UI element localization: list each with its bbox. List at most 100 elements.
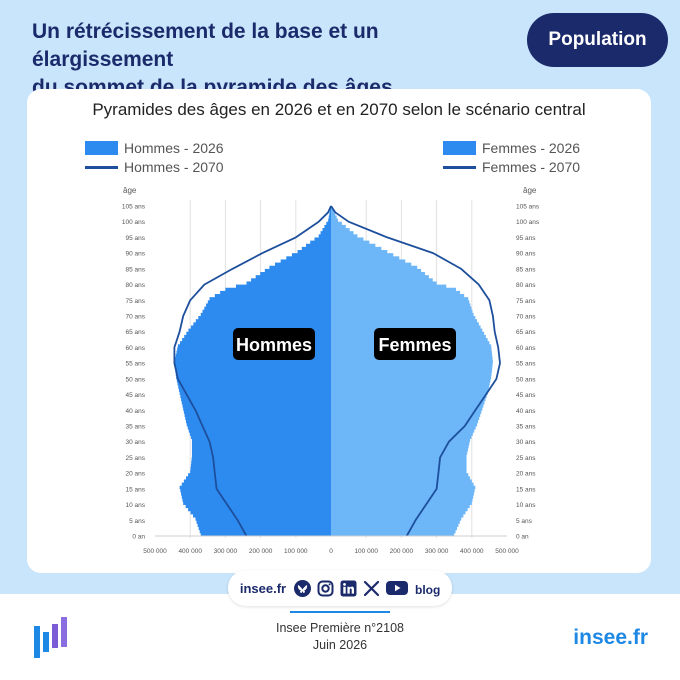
y-tick-label-right: 0 an: [516, 534, 529, 541]
x-tick-label: 100 000: [354, 548, 378, 555]
instagram-icon[interactable]: [317, 580, 334, 597]
bar-men-2026: [179, 485, 331, 490]
x-tick-label: 200 000: [249, 548, 273, 555]
bar-men-2026: [190, 463, 331, 468]
bar-men-2026: [181, 492, 331, 496]
bar-men-2026: [202, 309, 331, 314]
bar-men-2026: [198, 316, 331, 320]
y-tick-label-left: 15 ans: [125, 486, 145, 493]
x-icon[interactable]: [363, 580, 380, 597]
bar-women-2026: [331, 438, 471, 443]
bar-men-2026: [185, 476, 331, 480]
bar-women-2026: [331, 400, 485, 405]
bar-women-2026: [331, 407, 483, 411]
bar-men-2026: [195, 517, 331, 521]
bar-women-2026: [331, 479, 472, 483]
bar-men-2026: [320, 231, 331, 235]
bar-women-2026: [331, 529, 456, 534]
y-tick-label-right: 105 ans: [516, 204, 540, 211]
bar-men-2026: [182, 498, 331, 502]
bar-men-2026: [260, 272, 331, 276]
y-tick-label-right: 55 ans: [516, 361, 536, 368]
legend-men-2070: Hommes - 2070: [85, 158, 224, 176]
bar-men-2026: [214, 294, 331, 298]
bar-men-2026: [324, 224, 331, 229]
bar-women-2026: [331, 416, 480, 421]
y-tick-label-right: 10 ans: [516, 502, 536, 509]
bars-women-2026: [331, 206, 493, 537]
bar-men-2026: [190, 470, 331, 474]
bar-women-2026: [331, 372, 492, 377]
chart-title: Pyramides des âges en 2026 et en 2070 se…: [92, 100, 586, 119]
bar-men-2026: [181, 400, 331, 405]
bar-women-2026: [331, 363, 493, 367]
bar-women-2026: [331, 360, 493, 364]
bar-women-2026: [331, 435, 472, 439]
bar-women-2026: [331, 520, 460, 524]
bar-women-2026: [331, 498, 473, 502]
bar-women-2026: [331, 429, 475, 433]
bar-men-2026: [198, 526, 331, 531]
bar-women-2026: [331, 501, 472, 505]
label-box-men: [233, 328, 315, 360]
bar-men-2026: [314, 237, 331, 241]
legend-label-men-2070: Hommes - 2070: [124, 159, 224, 175]
bar-men-2026: [264, 268, 331, 273]
bar-men-2026: [196, 520, 331, 524]
line-women-2070: [330, 205, 501, 537]
bar-women-2026: [331, 385, 490, 389]
chart-card: Pyramides des âges en 2026 et en 2070 se…: [27, 89, 651, 573]
bar-men-2026: [190, 435, 331, 439]
legend-swatch-women-2026: [443, 141, 476, 155]
bar-men-2026: [235, 284, 331, 289]
bar-women-2026: [331, 413, 481, 417]
y-tick-label-right: 30 ans: [516, 439, 536, 446]
bar-women-2026: [331, 243, 376, 248]
bar-women-2026: [331, 375, 492, 380]
bar-men-2026: [176, 378, 331, 383]
topic-badge: Population: [527, 13, 668, 67]
bar-women-2026: [331, 476, 471, 480]
bar-women-2026: [331, 482, 474, 487]
bar-men-2026: [329, 209, 331, 213]
bar-men-2026: [220, 290, 331, 295]
bar-women-2026: [331, 397, 486, 402]
bar-men-2026: [175, 372, 331, 377]
bar-women-2026: [331, 300, 470, 304]
youtube-icon[interactable]: [386, 580, 409, 597]
bar-men-2026: [178, 388, 331, 392]
bar-women-2026: [331, 303, 471, 307]
bar-men-2026: [191, 457, 331, 461]
bar-women-2026: [331, 306, 472, 311]
x-tick-label: 400 000: [178, 548, 202, 555]
bar-men-2026: [185, 419, 331, 424]
bar-men-2026: [197, 523, 331, 527]
y-tick-label-right: 15 ans: [516, 486, 536, 493]
line-men-2070: [173, 205, 332, 537]
bar-men-2026: [199, 529, 331, 534]
blog-icon[interactable]: blog: [414, 580, 440, 597]
y-tick-label-left: 80 ans: [125, 282, 145, 289]
publication-date: Juin 2026: [312, 638, 368, 652]
bar-women-2026: [331, 209, 334, 213]
legend-men-2026: Hommes - 2026: [85, 139, 224, 157]
linkedin-icon[interactable]: [340, 580, 357, 597]
bar-women-2026: [331, 382, 490, 386]
label-box-women: [374, 328, 456, 360]
bluesky-icon[interactable]: [294, 579, 312, 597]
bar-women-2026: [331, 240, 370, 245]
bar-women-2026: [331, 485, 476, 490]
bar-women-2026: [331, 504, 470, 509]
site-link[interactable]: insee.fr: [239, 580, 287, 596]
y-tick-label-left: 30 ans: [125, 439, 145, 446]
bar-women-2026: [331, 212, 336, 216]
bar-women-2026: [331, 378, 491, 383]
brand-name[interactable]: insee.fr: [573, 626, 648, 649]
bar-men-2026: [195, 319, 331, 323]
y-tick-label-right: 95 ans: [516, 235, 536, 242]
bar-women-2026: [331, 259, 406, 263]
y-tick-label-right: 100 ans: [516, 219, 540, 226]
y-tick-label-left: 5 ans: [129, 518, 146, 525]
bar-men-2026: [190, 325, 331, 329]
bar-women-2026: [331, 281, 437, 285]
